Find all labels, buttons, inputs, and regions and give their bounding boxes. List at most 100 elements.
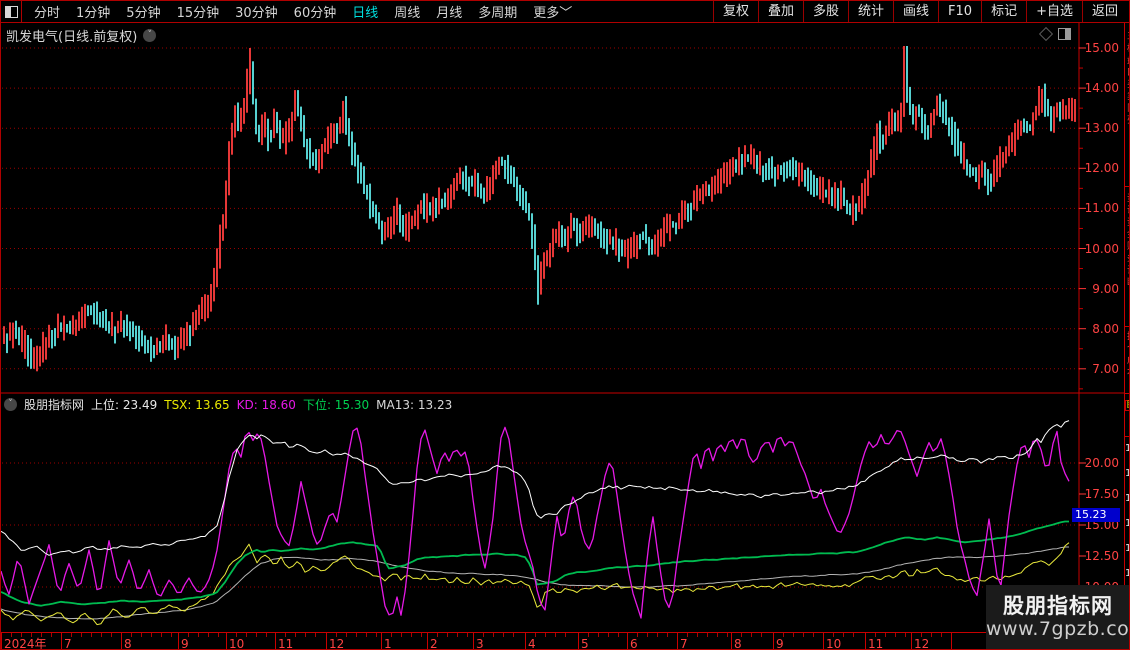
window-layout-button[interactable]: [1, 1, 22, 22]
month-cell: 5: [578, 633, 627, 649]
clipped-panel-text: 资讯资金财务诊断: [1125, 193, 1130, 289]
period-tab-2[interactable]: 1分钟: [76, 6, 111, 21]
toolbar-actions: 复权 叠加 多股 统计 画线 F10 标记 +自选 返回: [712, 1, 1127, 22]
indicator-line-TSX: [1, 542, 1070, 626]
indicator-axis-label: 20.00: [1084, 456, 1119, 470]
month-cell: 12: [326, 633, 381, 649]
month-cell: 7: [61, 633, 121, 649]
month-cell: 9: [178, 633, 226, 649]
clipped-digit: 1: [1125, 494, 1129, 504]
price-axis-label: 15.00: [1084, 41, 1119, 55]
period-tab-10[interactable]: 多周期: [478, 6, 518, 21]
month-cell: 2024年: [1, 633, 61, 649]
month-label: 1: [384, 637, 392, 650]
period-tab-1[interactable]: 分时: [34, 6, 61, 21]
indicator-field-1: 上位: 23.49: [91, 398, 158, 412]
month-label: 5: [581, 637, 589, 650]
period-tab-9[interactable]: 月线: [436, 6, 463, 21]
month-label: 12: [329, 637, 345, 650]
month-label: 8: [734, 637, 742, 650]
price-axis-label: 11.00: [1084, 201, 1119, 216]
indicator-header: ˅ 股朋指标网 上位: 23.49 TSX: 13.65 KD: 18.60 下位: …: [4, 396, 452, 413]
period-tab-7[interactable]: 日线: [352, 6, 379, 21]
watermark-url: www.7gpzb.com: [986, 618, 1130, 640]
period-tabs: 分时 1分钟 5分钟 15分钟 30分钟 60分钟 日线 周线 月线 多周期 更多﹀: [22, 2, 580, 21]
top-toolbar: 分时 1分钟 5分钟 15分钟 30分钟 60分钟 日线 周线 月线 多周期 更多﹀ 复权 叠加 多股统…: [1, 1, 1129, 23]
price-axis-label: 9.00: [1092, 281, 1119, 296]
indicator-name[interactable]: 股朋指标网: [24, 398, 85, 412]
indicator-axis-label: 17.50: [1084, 487, 1119, 501]
indicator-line-MA13: [1, 546, 1069, 620]
clipped-right-panel: 五档盘口买卖队列资讯资金财务诊断持仓成本自 1 1 1 1 1 1: [1124, 23, 1130, 649]
action-button-3[interactable]: 多股: [802, 1, 848, 22]
clipped-digit: 1: [1125, 569, 1129, 579]
main-gridlines: [2, 47, 1079, 588]
period-tab-3[interactable]: 5分钟: [126, 6, 161, 21]
month-label: 10: [229, 637, 245, 650]
action-button-2[interactable]: 叠加: [757, 1, 803, 22]
price-axis-label: 13.00: [1084, 121, 1119, 136]
watermark: 股朋指标网 www.7gpzb.com: [986, 585, 1130, 649]
month-label: 12: [914, 637, 930, 650]
title-dropdown-icon[interactable]: ˅: [143, 29, 157, 42]
month-label: 8: [124, 637, 132, 650]
candlesticks: [3, 46, 1076, 372]
month-cell: 12: [911, 633, 951, 649]
month-cell: 9: [773, 633, 823, 649]
month-label: 2: [430, 637, 438, 650]
indicator-line-上位: [1, 420, 1070, 556]
action-button-7[interactable]: 标记: [981, 1, 1026, 22]
period-tab-11[interactable]: 更多﹀: [533, 6, 573, 21]
time-axis[interactable]: 2024年 7 8 9 10 11 12 1 2 3 4 5 6 7 8 9 10 11 12: [1, 633, 1129, 650]
month-cell: 7: [677, 633, 731, 649]
month-label: 2024年: [4, 637, 47, 650]
clipped-digit: 1: [1125, 519, 1129, 529]
month-cell: 11: [865, 633, 911, 649]
clipped-digit: 1: [1125, 469, 1129, 479]
month-cell: 8: [731, 633, 773, 649]
action-button-1[interactable]: 复权: [712, 1, 758, 22]
period-tab-6[interactable]: 60分钟: [293, 6, 337, 21]
clipped-panel-text: 五档盘口买卖队列: [1125, 31, 1130, 127]
month-cell: 3: [473, 633, 525, 649]
period-tab-5[interactable]: 30分钟: [235, 6, 278, 21]
month-cell: 6: [627, 633, 677, 649]
indicator-axis-label: 12.50: [1084, 549, 1119, 563]
action-button-4[interactable]: 统计: [848, 1, 893, 22]
last-value-tag: 15.23: [1072, 508, 1120, 522]
action-button-8[interactable]: +自选: [1026, 1, 1082, 22]
month-label: 9: [776, 637, 784, 650]
split-window-icon: [4, 5, 18, 18]
indicator-field-4: 下位: 15.30: [302, 398, 370, 412]
month-label: 11: [278, 637, 294, 650]
month-label: 11: [868, 637, 884, 650]
month-label: 4: [528, 637, 536, 650]
month-cell: 10: [226, 633, 275, 649]
month-cell: 1: [381, 633, 427, 649]
month-label: 3: [476, 637, 484, 650]
period-tab-8[interactable]: 周线: [394, 6, 421, 21]
action-button-9[interactable]: 返回: [1081, 1, 1127, 22]
month-cell: 10: [823, 633, 865, 649]
action-button-6[interactable]: F10: [938, 1, 981, 22]
indicator-field-2: TSX: 13.65: [164, 397, 230, 412]
clipped-digit: 1: [1125, 544, 1129, 554]
price-axis-label: 7.00: [1092, 361, 1119, 376]
month-label: 7: [64, 637, 72, 650]
price-axis-label: 14.00: [1084, 81, 1119, 96]
period-tab-4[interactable]: 15分钟: [176, 6, 220, 21]
pane-borders: [1, 23, 1129, 649]
action-button-5[interactable]: 画线: [893, 1, 938, 22]
clipped-digit: 1: [1125, 444, 1129, 454]
month-label: 7: [680, 637, 688, 650]
chart-title: 凯发电气(日线.前复权): [6, 30, 138, 45]
indicator-collapse-icon[interactable]: ˅: [4, 398, 17, 411]
indicator-field-3: KD: 18.60: [236, 397, 296, 412]
price-axis-label: 12.00: [1084, 161, 1119, 176]
chart-title-row: 凯发电气(日线.前复权) ˅: [6, 26, 157, 45]
pane-layout-icon[interactable]: [1058, 28, 1071, 40]
price-axis-label: 10.00: [1084, 241, 1119, 256]
month-label: 6: [630, 637, 638, 650]
